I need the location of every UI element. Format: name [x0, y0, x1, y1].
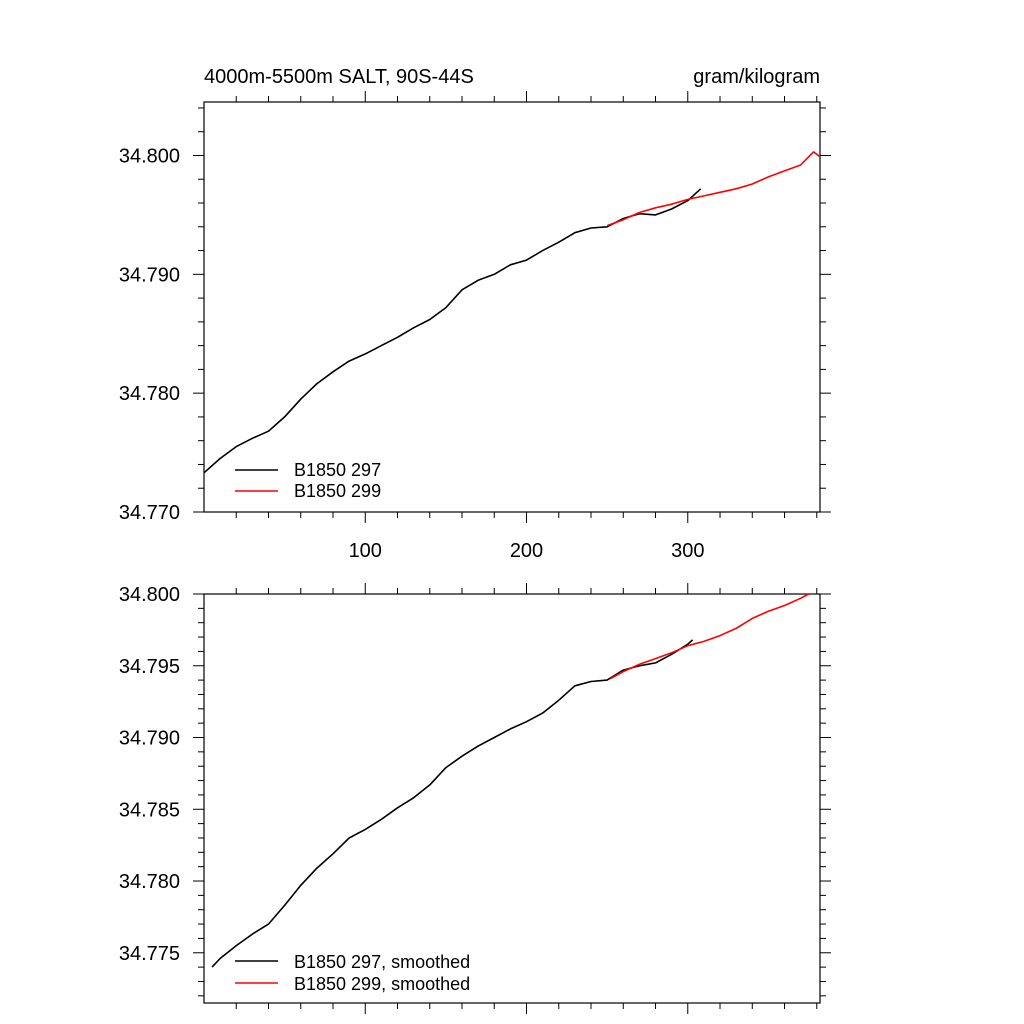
bottom-panel: 34.775 34.780 34.785 34.790 34.795 34.800 B18… — [119, 583, 831, 1014]
top-series-b1850-299 — [606, 151, 821, 227]
legend-label-b1850-299: B1850 299 — [294, 481, 381, 501]
legend-label-b1850-299-smoothed: B1850 299, smoothed — [294, 974, 470, 994]
bottom-legend: B1850 297, smoothed B1850 299, smoothed — [235, 952, 470, 994]
top-plot-frame — [203, 101, 821, 513]
legend-label-b1850-297-smoothed: B1850 297, smoothed — [294, 952, 470, 972]
bottom-y-tick-label: 34.785 — [119, 799, 180, 821]
top-y-tick-label: 34.790 — [119, 264, 180, 286]
top-x-tick-label: 300 — [671, 540, 704, 562]
top-series-b1850-297 — [203, 188, 702, 474]
bottom-y-tick-label: 34.790 — [119, 728, 180, 750]
top-panel-units: gram/kilogram — [693, 66, 820, 88]
top-legend: B1850 297 B1850 299 — [235, 460, 381, 501]
top-panel: 4000m-5500m SALT, 90S-44S gram/kilogram … — [119, 66, 831, 562]
bottom-y-tick-label: 34.800 — [119, 584, 180, 606]
top-x-tick-label: 100 — [349, 540, 382, 562]
bottom-series-b1850-299-smoothed — [610, 593, 810, 680]
top-x-tick-label: 200 — [510, 540, 543, 562]
top-y-tick-label: 34.770 — [119, 502, 180, 524]
top-panel-title: 4000m-5500m SALT, 90S-44S — [204, 66, 474, 88]
top-y-tick-label: 34.780 — [119, 383, 180, 405]
bottom-y-tick-label: 34.775 — [119, 943, 180, 965]
top-y-tick-label: 34.800 — [119, 145, 180, 167]
bottom-plot-frame — [203, 593, 821, 1004]
bottom-y-tick-label: 34.780 — [119, 871, 180, 893]
legend-label-b1850-297: B1850 297 — [294, 460, 381, 480]
bottom-y-tick-label: 34.795 — [119, 656, 180, 678]
bottom-series-b1850-297-smoothed — [211, 639, 694, 968]
